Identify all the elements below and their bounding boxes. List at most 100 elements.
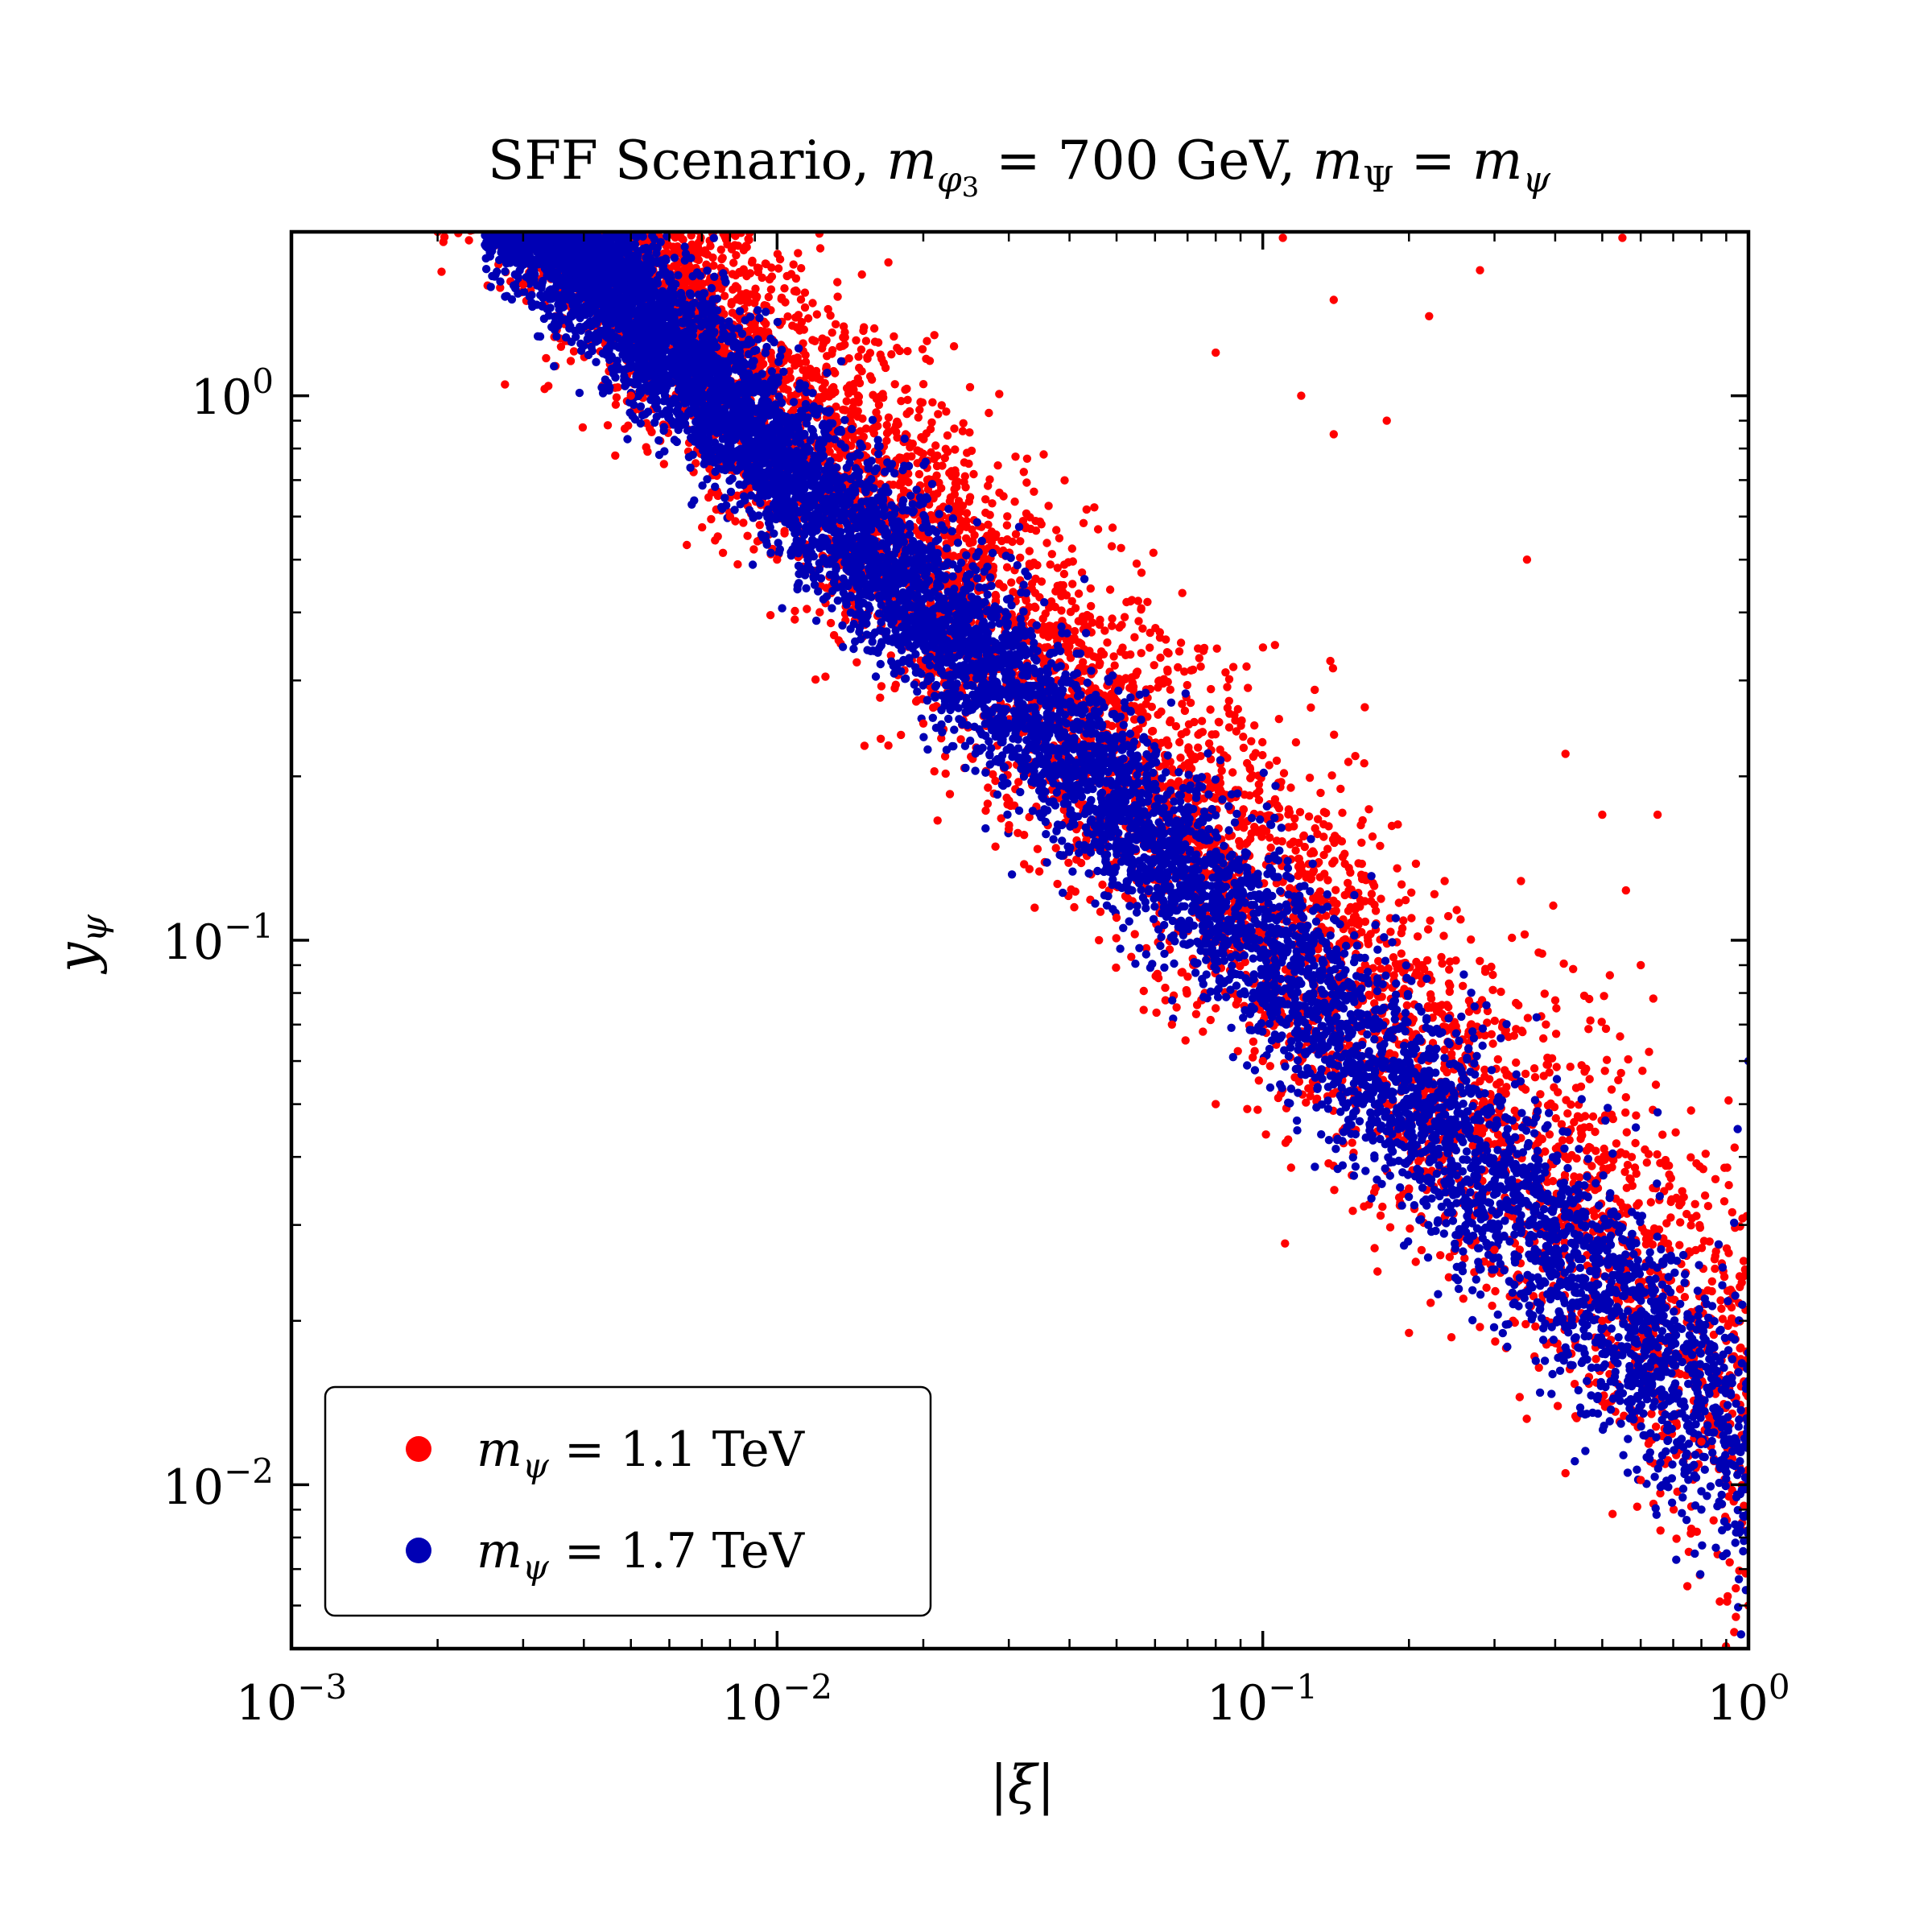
scatter-point-series-0 bbox=[435, 57, 443, 65]
scatter-point-series-0 bbox=[435, 72, 443, 80]
scatter-point-series-0 bbox=[458, 54, 466, 62]
scatter-point-series-0 bbox=[492, 62, 500, 70]
scatter-point-series-0 bbox=[587, 206, 595, 214]
scatter-point-series-0 bbox=[1166, 686, 1174, 694]
scatter-point-series-0 bbox=[444, 44, 452, 52]
scatter-point-series-0 bbox=[1098, 881, 1106, 889]
scatter-point-series-0 bbox=[1275, 715, 1283, 723]
scatter-point-series-0 bbox=[547, 192, 555, 200]
scatter-point-series-0 bbox=[436, 168, 444, 176]
scatter-point-series-0 bbox=[442, 71, 450, 79]
scatter-point-series-0 bbox=[565, 198, 573, 206]
scatter-point-series-0 bbox=[1006, 802, 1014, 810]
scatter-point-series-0 bbox=[1199, 1027, 1207, 1035]
scatter-point-series-0 bbox=[490, 118, 498, 126]
scatter-point-series-0 bbox=[485, 86, 493, 94]
scatter-point-series-0 bbox=[435, 43, 443, 51]
scatter-point-series-0 bbox=[486, 100, 494, 108]
scatter-point-series-0 bbox=[1338, 809, 1346, 817]
scatter-point-series-0 bbox=[995, 390, 1003, 398]
scatter-point-series-0 bbox=[1134, 597, 1142, 605]
scatter-point-series-0 bbox=[960, 458, 968, 466]
scatter-point-series-0 bbox=[464, 164, 472, 172]
scatter-point-series-0 bbox=[467, 127, 475, 135]
scatter-point-series-0 bbox=[450, 159, 458, 167]
scatter-point-series-0 bbox=[1035, 867, 1043, 875]
scatter-point-series-0 bbox=[514, 52, 522, 60]
scatter-point-series-0 bbox=[482, 29, 490, 37]
scatter-point-series-0 bbox=[1146, 643, 1154, 651]
scatter-point-series-0 bbox=[552, 195, 560, 203]
scatter-point-series-0 bbox=[1546, 1068, 1554, 1076]
scatter-point-series-0 bbox=[438, 159, 446, 167]
scatter-point-series-0 bbox=[453, 43, 461, 51]
scatter-point-series-0 bbox=[816, 244, 824, 252]
scatter-point-series-0 bbox=[444, 44, 452, 52]
scatter-point-series-0 bbox=[444, 87, 452, 95]
scatter-point-series-0 bbox=[437, 35, 445, 43]
scatter-point-series-0 bbox=[456, 118, 464, 126]
scatter-point-series-0 bbox=[473, 0, 481, 8]
scatter-point-series-0 bbox=[462, 93, 470, 101]
scatter-point-series-0 bbox=[474, 175, 482, 183]
scatter-point-series-0 bbox=[510, 55, 518, 63]
scatter-point-series-0 bbox=[452, 25, 460, 33]
scatter-point-series-0 bbox=[1307, 1092, 1315, 1100]
scatter-point-series-0 bbox=[481, 98, 489, 106]
scatter-point-series-0 bbox=[543, 80, 551, 88]
scatter-point-series-0 bbox=[1319, 820, 1327, 828]
scatter-point-series-0 bbox=[458, 58, 466, 66]
scatter-point-series-0 bbox=[440, 53, 448, 61]
scatter-point-series-0 bbox=[458, 8, 466, 16]
scatter-point-series-0 bbox=[1719, 1315, 1727, 1323]
scatter-point-series-0 bbox=[787, 270, 795, 278]
scatter-point-series-0 bbox=[456, 69, 464, 77]
scatter-point-series-0 bbox=[559, 221, 568, 229]
scatter-point-series-0 bbox=[459, 138, 467, 147]
scatter-point-series-0 bbox=[544, 64, 552, 72]
chart-title: SFF Scenario, mφ3 = 700 GeV, mΨ = mψ bbox=[488, 130, 1550, 204]
scatter-point-series-0 bbox=[542, 354, 550, 362]
scatter-point-series-0 bbox=[452, 100, 460, 108]
scatter-point-series-0 bbox=[443, 116, 451, 124]
scatter-point-series-0 bbox=[440, 38, 448, 46]
scatter-point-series-0 bbox=[444, 60, 452, 68]
scatter-point-series-0 bbox=[434, 200, 442, 208]
scatter-point-series-0 bbox=[456, 204, 464, 212]
scatter-point-series-0 bbox=[475, 62, 483, 70]
scatter-point-series-0 bbox=[455, 79, 463, 87]
scatter-point-series-0 bbox=[457, 172, 465, 180]
scatter-point-series-0 bbox=[494, 16, 502, 24]
scatter-point-series-0 bbox=[457, 56, 465, 64]
scatter-point-series-0 bbox=[1095, 936, 1103, 944]
scatter-point-series-0 bbox=[437, 61, 445, 69]
scatter-point-series-0 bbox=[440, 63, 448, 71]
scatter-point-series-0 bbox=[458, 163, 466, 171]
scatter-point-series-0 bbox=[683, 204, 691, 213]
scatter-point-series-0 bbox=[511, 115, 519, 123]
scatter-point-series-0 bbox=[440, 0, 448, 8]
scatter-point-series-0 bbox=[493, 60, 502, 68]
scatter-point-series-0 bbox=[484, 210, 492, 218]
scatter-point-series-0 bbox=[474, 31, 482, 39]
scatter-point-series-0 bbox=[447, 48, 455, 56]
scatter-point-series-0 bbox=[436, 68, 444, 76]
scatter-point-series-0 bbox=[441, 80, 449, 88]
scatter-point-series-0 bbox=[683, 208, 691, 216]
scatter-point-series-0 bbox=[950, 342, 958, 350]
scatter-point-series-0 bbox=[436, 28, 444, 36]
scatter-point-series-0 bbox=[464, 64, 473, 72]
scatter-point-series-0 bbox=[440, 50, 448, 58]
scatter-point-series-0 bbox=[433, 83, 441, 91]
scatter-point-series-0 bbox=[477, 101, 485, 109]
scatter-point-series-0 bbox=[444, 50, 452, 58]
scatter-point-series-0 bbox=[434, 121, 442, 129]
scatter-point-series-0 bbox=[466, 37, 474, 45]
scatter-point-series-0 bbox=[454, 16, 462, 24]
scatter-point-series-0 bbox=[1030, 903, 1038, 911]
scatter-point-series-0 bbox=[452, 60, 460, 68]
scatter-point-series-0 bbox=[1323, 844, 1331, 852]
scatter-point-series-0 bbox=[454, 105, 462, 114]
scatter-point-series-0 bbox=[452, 141, 460, 149]
scatter-point-series-0 bbox=[1068, 580, 1076, 588]
